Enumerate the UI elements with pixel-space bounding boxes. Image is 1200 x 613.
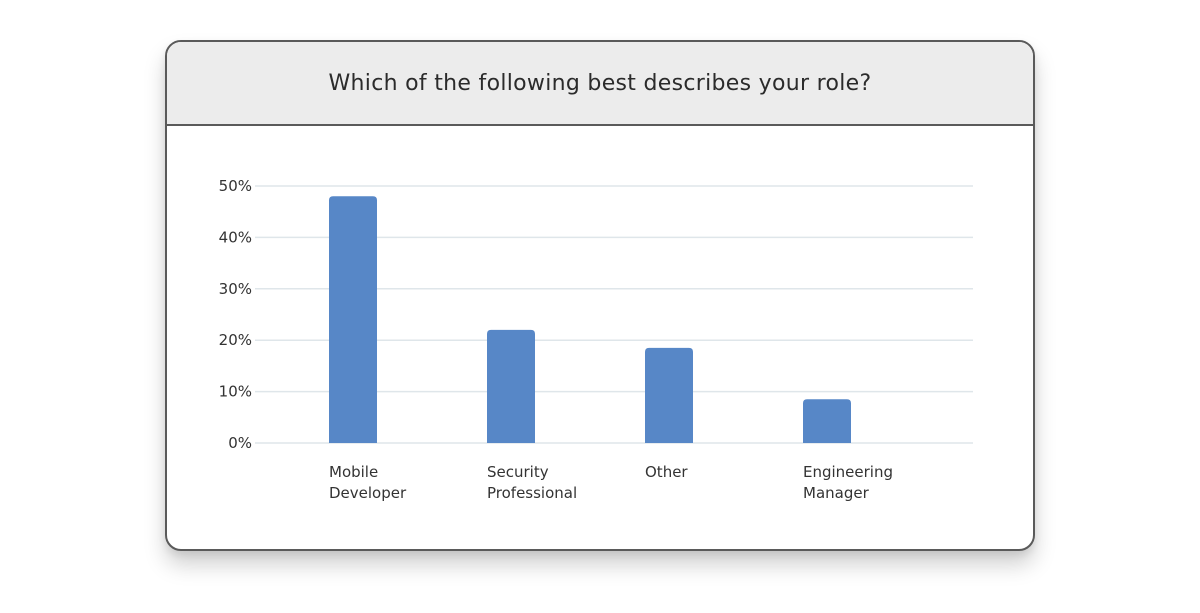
bar	[803, 399, 851, 443]
bar-chart: 0% 10% 20% 30% 40% 50% Mobile Developer Securit…	[219, 177, 973, 502]
card-header: Which of the following best describes yo…	[167, 42, 1033, 126]
x-category-label: Engineering Manager	[803, 463, 893, 502]
bar	[487, 329, 535, 443]
bar	[645, 347, 693, 443]
x-category-label: Mobile Developer	[329, 463, 407, 502]
x-category-label-line: Security	[487, 463, 549, 481]
bar	[329, 196, 377, 443]
y-tick-label: 20%	[219, 331, 252, 349]
x-category-label-line: Manager	[803, 484, 870, 502]
x-category-label-line: Engineering	[803, 463, 893, 481]
x-category-label: Other	[645, 463, 688, 481]
y-tick-label: 30%	[219, 280, 252, 298]
x-category-label-line: Other	[645, 463, 688, 481]
chart-card: Which of the following best describes yo…	[165, 40, 1035, 551]
y-tick-label: 40%	[219, 228, 252, 246]
x-category-label-line: Professional	[487, 484, 577, 502]
y-tick-label: 50%	[219, 177, 252, 195]
x-category-label-line: Mobile	[329, 463, 378, 481]
x-category-label-line: Developer	[329, 484, 407, 502]
chart-title: Which of the following best describes yo…	[328, 70, 872, 96]
y-tick-label: 10%	[219, 383, 252, 401]
x-category-label: Security Professional	[487, 463, 577, 502]
x-axis-categories: Mobile Developer Security Professional Other…	[329, 463, 893, 502]
y-tick-label: 0%	[228, 434, 252, 452]
y-axis-ticks: 0% 10% 20% 30% 40% 50%	[219, 177, 252, 452]
bars	[329, 196, 851, 443]
